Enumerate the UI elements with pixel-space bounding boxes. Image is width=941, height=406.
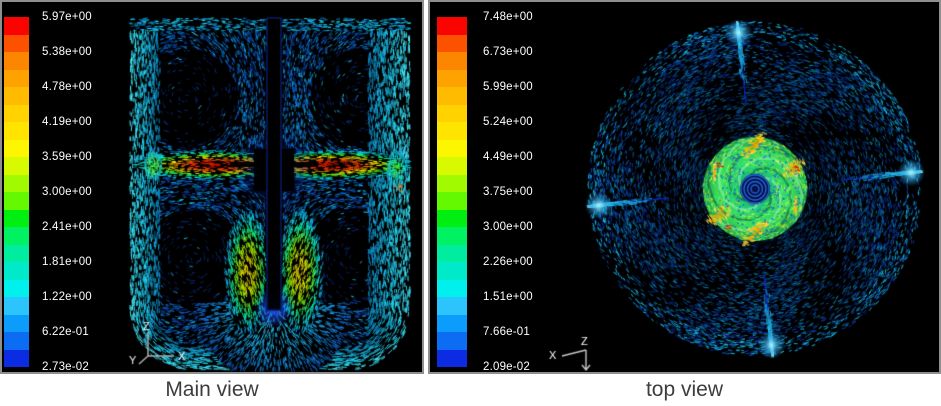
colorbar-band	[4, 34, 29, 52]
colorbar-band	[437, 157, 467, 175]
colorbar-band	[4, 157, 29, 175]
colorbar-band	[437, 209, 467, 227]
colorbar-band	[4, 139, 29, 157]
colorbar-band	[437, 314, 467, 332]
colorbar-band	[4, 297, 29, 315]
colorbar-band	[437, 52, 467, 70]
colorbar-band	[4, 192, 29, 210]
colorbar-band	[437, 297, 467, 315]
colorbar-band	[4, 17, 29, 35]
colorbar-band	[4, 209, 29, 227]
main-view-panel: 5.97e+00 5.38e+00 4.78e+00 4.19e+00 3.59e+00…	[0, 0, 424, 374]
colorbar-band	[4, 87, 29, 105]
main-view-colorbar	[4, 17, 29, 367]
colorbar-band	[437, 87, 467, 105]
colorbar-band	[437, 122, 467, 140]
colorbar-band	[4, 174, 29, 192]
colorbar-band	[4, 262, 29, 280]
colorbar-band	[4, 52, 29, 70]
colorbar-band	[4, 104, 29, 122]
colorbar-band	[4, 332, 29, 350]
colorbar-band	[437, 192, 467, 210]
colorbar-band	[437, 279, 467, 297]
colorbar-band	[437, 34, 467, 52]
top-view-vector-field	[430, 2, 939, 372]
colorbar-band	[4, 314, 29, 332]
colorbar-band	[4, 69, 29, 87]
top-view-colorbar	[437, 17, 467, 367]
colorbar-band	[437, 332, 467, 350]
colorbar-band	[437, 227, 467, 245]
main-view-vector-field	[2, 2, 422, 372]
main-view-caption: Main view	[165, 378, 259, 401]
colorbar-band	[437, 349, 467, 367]
colorbar-band	[4, 279, 29, 297]
colorbar-band	[437, 262, 467, 280]
top-view-caption: top view	[645, 378, 724, 401]
colorbar-band	[437, 139, 467, 157]
top-view-panel: 7.48e+00 6.73e+00 5.99e+00 5.24e+00 4.49e+00…	[428, 0, 941, 374]
colorbar-band	[437, 174, 467, 192]
colorbar-band	[4, 227, 29, 245]
colorbar-band	[4, 244, 29, 262]
colorbar-band	[4, 122, 29, 140]
colorbar-band	[437, 244, 467, 262]
colorbar-band	[437, 69, 467, 87]
colorbar-band	[437, 17, 467, 35]
colorbar-band	[437, 104, 467, 122]
colorbar-band	[4, 349, 29, 367]
